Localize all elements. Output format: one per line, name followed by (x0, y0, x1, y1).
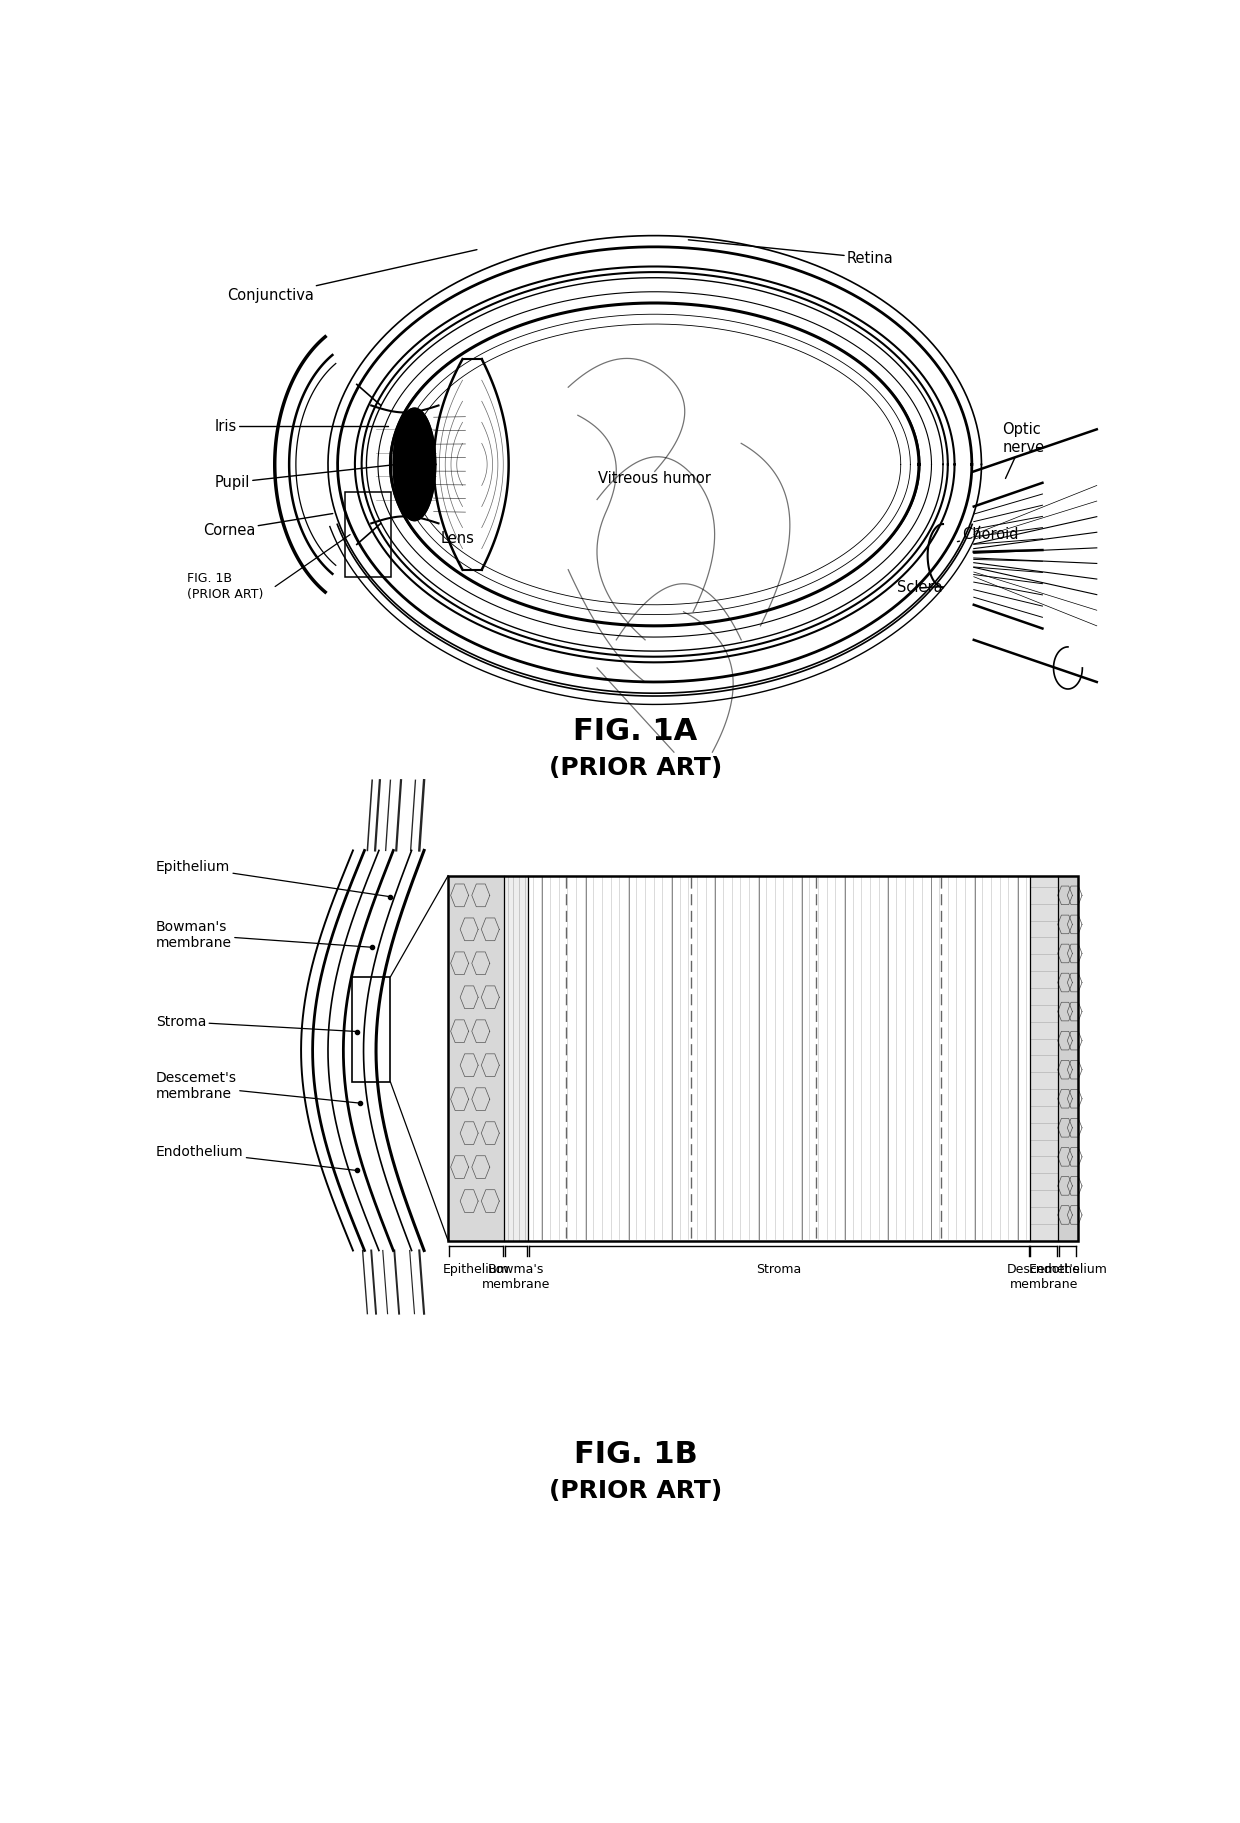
Text: Iris: Iris (215, 419, 388, 434)
Text: Sclera: Sclera (897, 580, 942, 596)
Bar (345, 492, 392, 576)
Text: Descemet's
membrane: Descemet's membrane (1007, 1263, 1080, 1291)
Bar (448, 875, 503, 1241)
Bar (1058, 875, 1078, 1241)
Text: (PRIOR ART): (PRIOR ART) (549, 757, 722, 780)
Text: Endothelium: Endothelium (1028, 1263, 1107, 1276)
Bar (448, 875, 1078, 1241)
Text: Epithelium: Epithelium (156, 860, 391, 897)
Bar (352, 977, 391, 1083)
Text: Optic
nerve: Optic nerve (1003, 423, 1045, 478)
Text: Vitreous humor: Vitreous humor (598, 470, 712, 487)
Text: Retina: Retina (688, 241, 894, 266)
Bar (1029, 875, 1058, 1241)
Text: Pupil: Pupil (215, 465, 397, 490)
Text: Endothelium: Endothelium (156, 1145, 357, 1170)
Bar (503, 875, 528, 1241)
Text: FIG. 1B: FIG. 1B (574, 1440, 697, 1469)
Text: Cornea: Cornea (203, 514, 332, 538)
Text: Conjunctiva: Conjunctiva (227, 250, 477, 303)
Text: Stroma: Stroma (156, 1015, 357, 1032)
Text: FIG. 1B
(PRIOR ART): FIG. 1B (PRIOR ART) (187, 572, 263, 602)
Text: (PRIOR ART): (PRIOR ART) (549, 1478, 722, 1504)
Bar (448, 875, 1078, 1241)
Text: Choroid: Choroid (957, 527, 1019, 541)
Text: Bowma's
membrane: Bowma's membrane (481, 1263, 551, 1291)
Text: Lens: Lens (440, 530, 475, 547)
Text: Bowman's
membrane: Bowman's membrane (156, 919, 372, 950)
Text: Epithelium: Epithelium (443, 1263, 510, 1276)
Text: Stroma: Stroma (756, 1263, 801, 1276)
Text: Descemet's
membrane: Descemet's membrane (156, 1072, 360, 1103)
Text: FIG. 1A: FIG. 1A (573, 716, 698, 746)
Polygon shape (393, 408, 435, 521)
